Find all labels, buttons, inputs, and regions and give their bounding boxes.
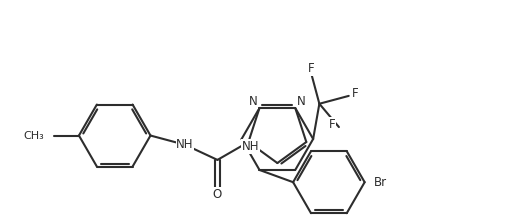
Text: F: F: [353, 87, 359, 100]
Text: Br: Br: [374, 176, 387, 189]
Text: N: N: [249, 95, 257, 108]
Text: NH: NH: [242, 140, 260, 153]
Text: F: F: [308, 62, 315, 75]
Text: O: O: [213, 188, 222, 201]
Text: CH₃: CH₃: [23, 131, 44, 141]
Text: N: N: [297, 95, 306, 108]
Text: F: F: [329, 118, 335, 131]
Text: NH: NH: [176, 138, 194, 151]
